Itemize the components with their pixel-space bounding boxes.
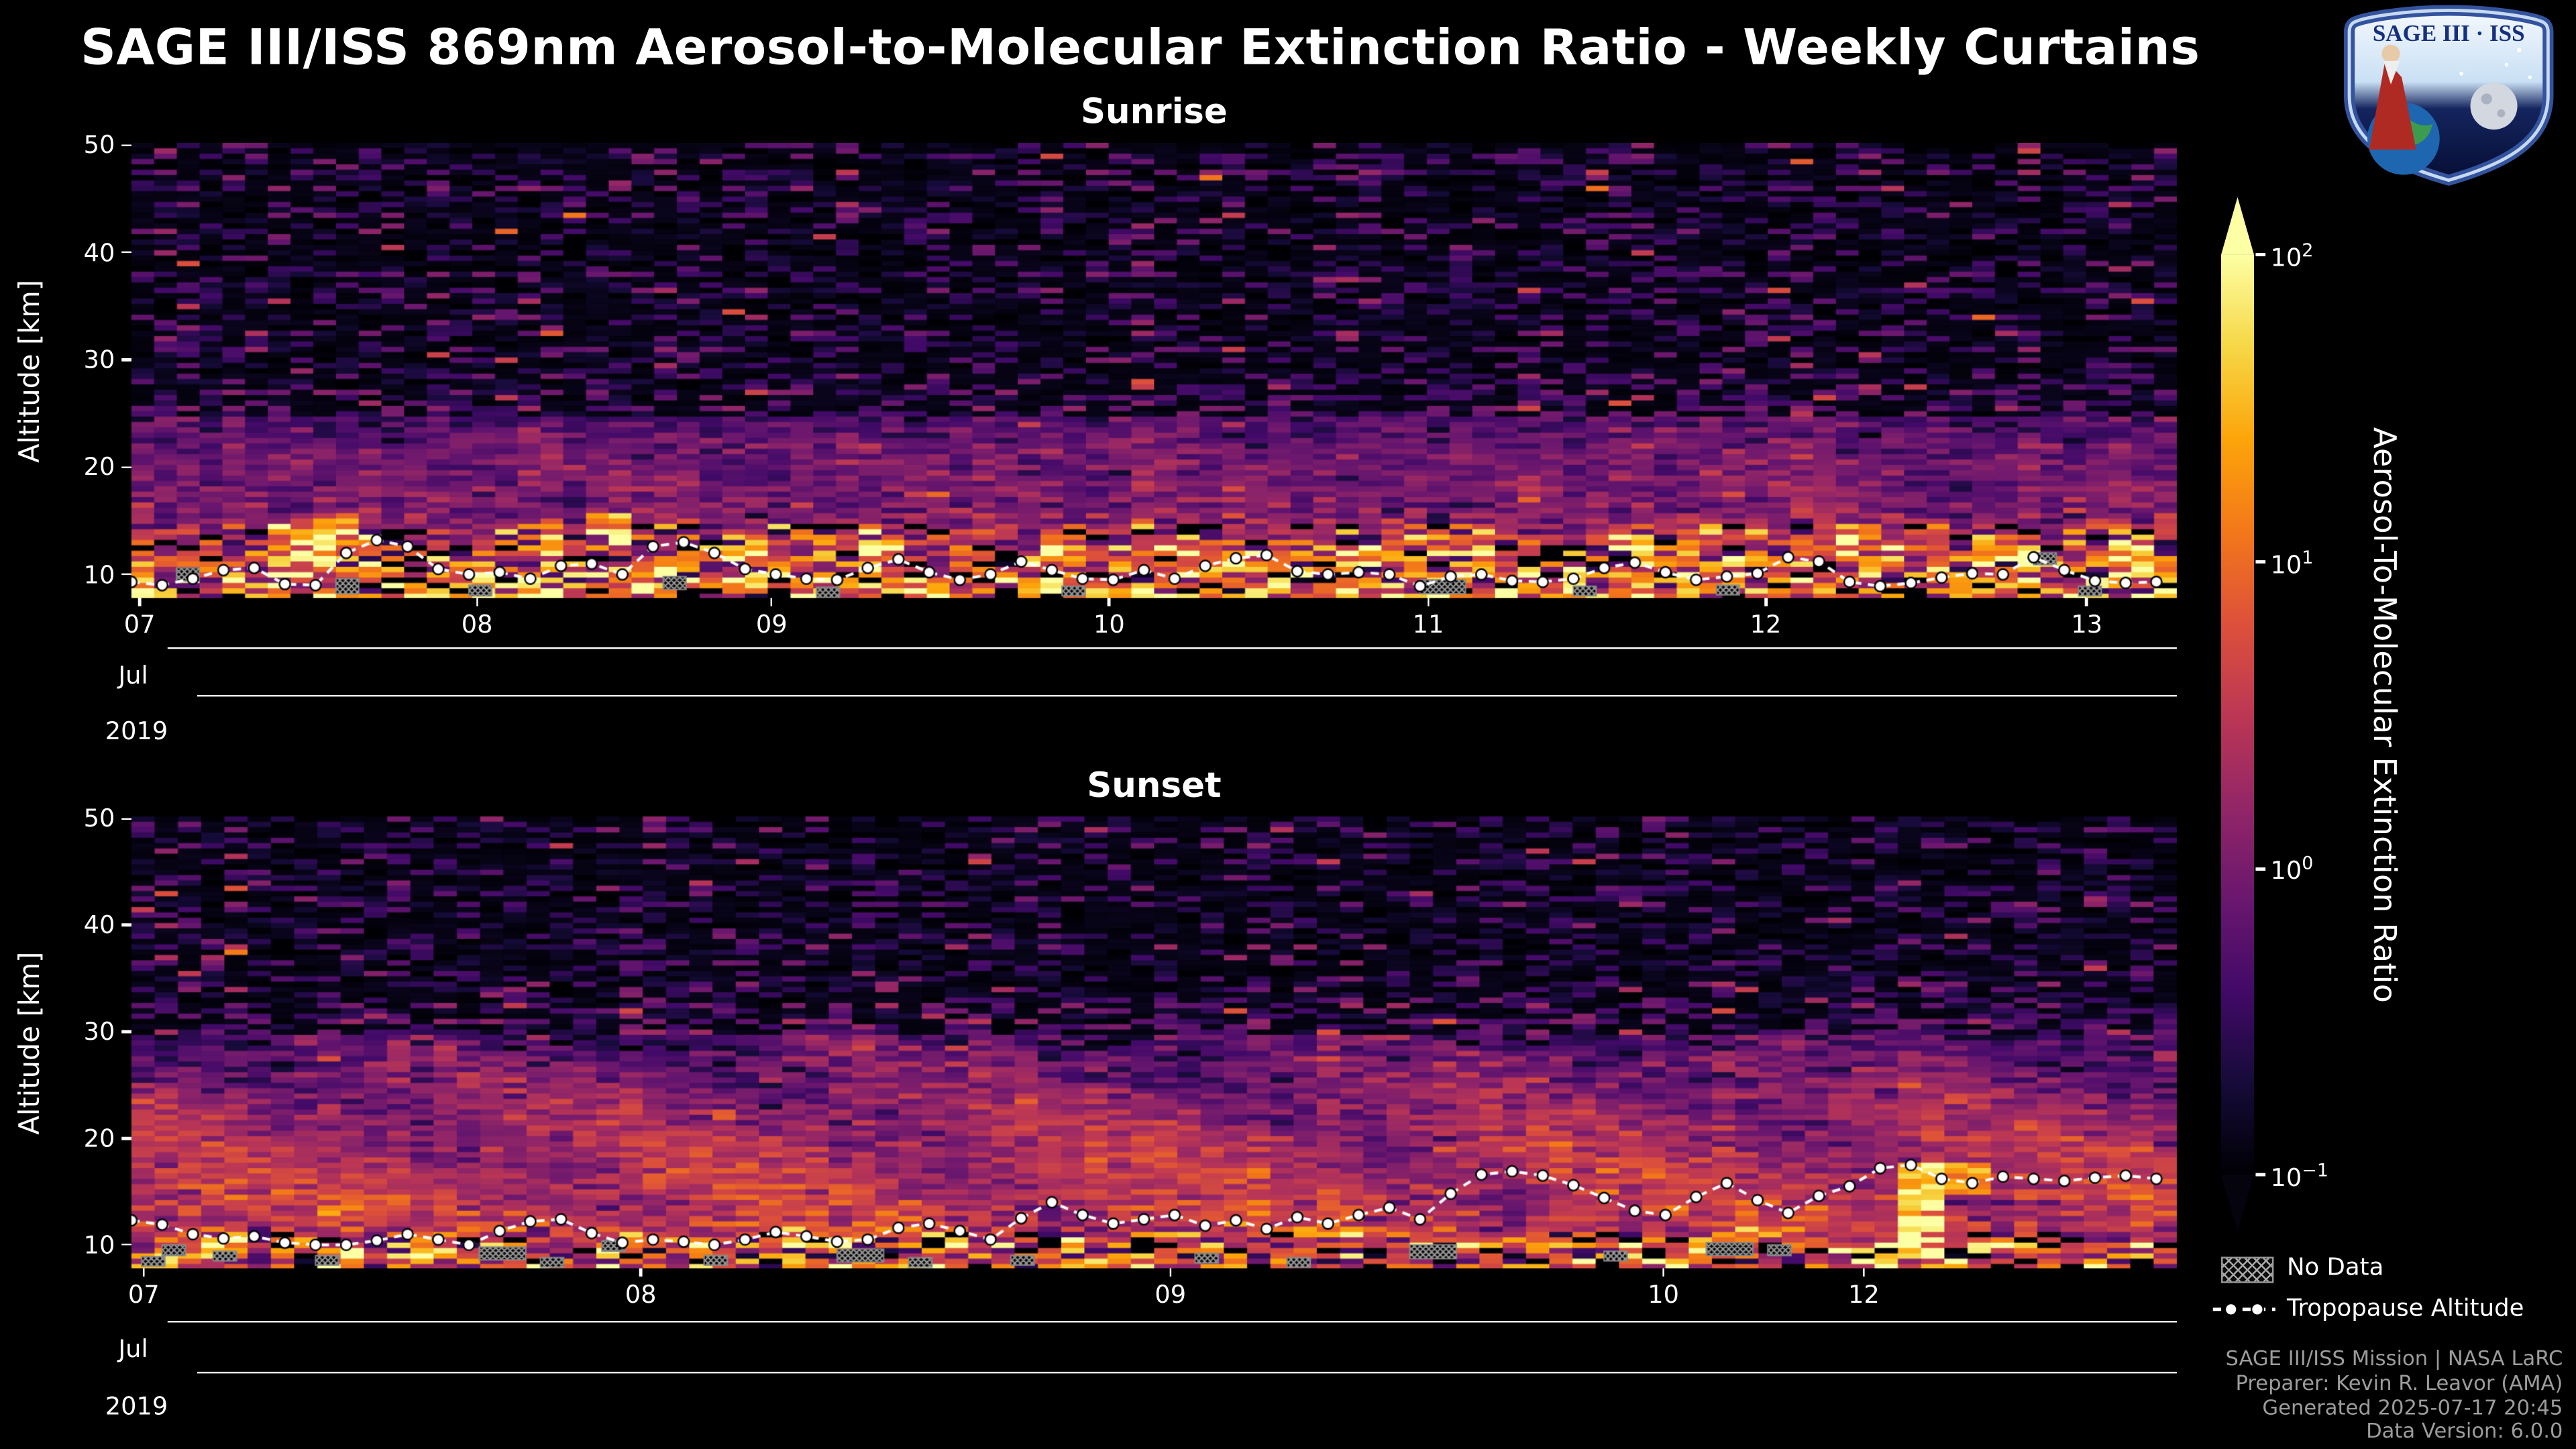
x-tick-mark (142, 1268, 146, 1277)
colorbar-tick-label: 101 (2270, 547, 2314, 580)
y-tick-label: 20 (83, 1123, 115, 1153)
y-tick-label: 20 (83, 452, 115, 482)
date-axis-separator (197, 694, 2177, 698)
panel-title-sunrise: Sunrise (1081, 92, 1228, 131)
x-tick-mark (2085, 598, 2088, 606)
no-data-hatch-icon (2221, 1256, 2274, 1283)
no-data-legend-label: No Data (2286, 1255, 2384, 1282)
x-tick-label: 07 (123, 609, 156, 639)
colorbar-arrow-max (2221, 197, 2255, 255)
x-tick-mark (476, 598, 478, 606)
y-tick-mark (121, 358, 131, 362)
colorbar-tick-label: 100 (2270, 853, 2314, 886)
y-tick-mark (121, 1030, 131, 1033)
tropopause-legend-label: Tropopause Altitude (2286, 1296, 2524, 1323)
sunset-heatmap-canvas (131, 816, 2177, 1269)
tropopause-legend-icon (2212, 1302, 2275, 1316)
x-tick-label: 08 (625, 1279, 657, 1309)
x-tick-mark (770, 598, 773, 606)
x-tick-label: 07 (127, 1279, 160, 1309)
colorbar-tick-mark (2255, 560, 2266, 563)
y-tick-mark (121, 817, 131, 820)
x-tick-label: 09 (755, 609, 788, 639)
x-tick-label: 08 (461, 609, 493, 639)
y-tick-label: 30 (83, 345, 115, 375)
colorbar-gradient (2221, 254, 2255, 1175)
x-tick-mark (1169, 1268, 1172, 1277)
colorbar-tick-mark (2255, 253, 2266, 256)
y-tick-label: 30 (83, 1016, 115, 1047)
colorbar-tick-mark (2255, 1173, 2266, 1176)
x-tick-label: 10 (1093, 609, 1125, 639)
x-axis-month-sunrise: Jul (118, 660, 148, 690)
x-tick-mark (1764, 598, 1767, 606)
colorbar-label: Aerosol-To-Molecular Extinction Ratio (2365, 427, 2402, 1003)
attribution-block: SAGE III/ISS Mission | NASA LaRC Prepare… (1807, 1345, 2563, 1444)
x-tick-mark (1862, 1268, 1866, 1277)
y-tick-mark (121, 573, 131, 576)
sage-iii-iss-logo: SAGE III · ISS (2343, 5, 2554, 186)
attribution-generated: Generated 2025-07-17 20:45 (2262, 1394, 2563, 1419)
x-tick-label: 12 (1750, 609, 1782, 639)
y-tick-mark (121, 466, 131, 469)
x-tick-label: 13 (2071, 609, 2103, 639)
y-tick-mark (121, 1243, 131, 1246)
date-axis-separator (167, 1320, 2177, 1324)
x-tick-mark (1662, 1268, 1665, 1277)
page-title: SAGE III/ISS 869nm Aerosol-to-Molecular … (80, 19, 2200, 78)
x-tick-label: 12 (1847, 1279, 1880, 1309)
logo-title: SAGE III · ISS (2373, 20, 2525, 46)
y-tick-mark (121, 1136, 131, 1140)
y-tick-label: 50 (83, 130, 115, 160)
sunrise-heatmap-canvas (131, 143, 2177, 598)
y-tick-mark (121, 251, 131, 254)
x-tick-label: 09 (1155, 1279, 1187, 1309)
colorbar-tick-label: 10−1 (2270, 1159, 2328, 1193)
x-tick-mark (1427, 598, 1430, 606)
y-tick-mark (121, 144, 131, 147)
x-tick-mark (138, 598, 141, 606)
date-axis-separator (197, 1371, 2177, 1375)
colorbar-tick-label: 102 (2270, 239, 2314, 273)
attribution-preparer: Preparer: Kevin R. Leavor (AMA) (2235, 1369, 2563, 1395)
x-axis-year-sunrise: 2019 (105, 716, 168, 746)
logo-moon (2470, 83, 2518, 130)
colorbar-arrow-min (2221, 1175, 2255, 1232)
x-tick-mark (1108, 598, 1111, 606)
attribution-mission: SAGE III/ISS Mission | NASA LaRC (2225, 1345, 2563, 1371)
x-tick-label: 10 (1648, 1279, 1679, 1309)
logo-figure (2369, 59, 2416, 150)
x-axis-year-sunset: 2019 (105, 1391, 168, 1421)
y-tick-label: 50 (83, 804, 115, 834)
date-axis-separator (167, 647, 2177, 650)
x-axis-month-sunset: Jul (118, 1334, 148, 1364)
attribution-data-version: Data Version: 6.0.0 (2366, 1418, 2563, 1444)
y-tick-label: 40 (83, 237, 115, 268)
y-axis-label-sunset: Altitude [km] (15, 951, 48, 1134)
y-tick-mark (121, 924, 131, 926)
x-tick-label: 11 (1412, 609, 1444, 639)
panel-title-sunset: Sunset (1087, 765, 1222, 806)
colorbar-tick-mark (2255, 867, 2266, 870)
x-tick-mark (639, 1268, 642, 1277)
y-axis-label-sunrise: Altitude [km] (15, 278, 48, 462)
y-tick-label: 10 (83, 1230, 115, 1260)
y-tick-label: 10 (83, 559, 115, 590)
y-tick-label: 40 (83, 910, 115, 941)
